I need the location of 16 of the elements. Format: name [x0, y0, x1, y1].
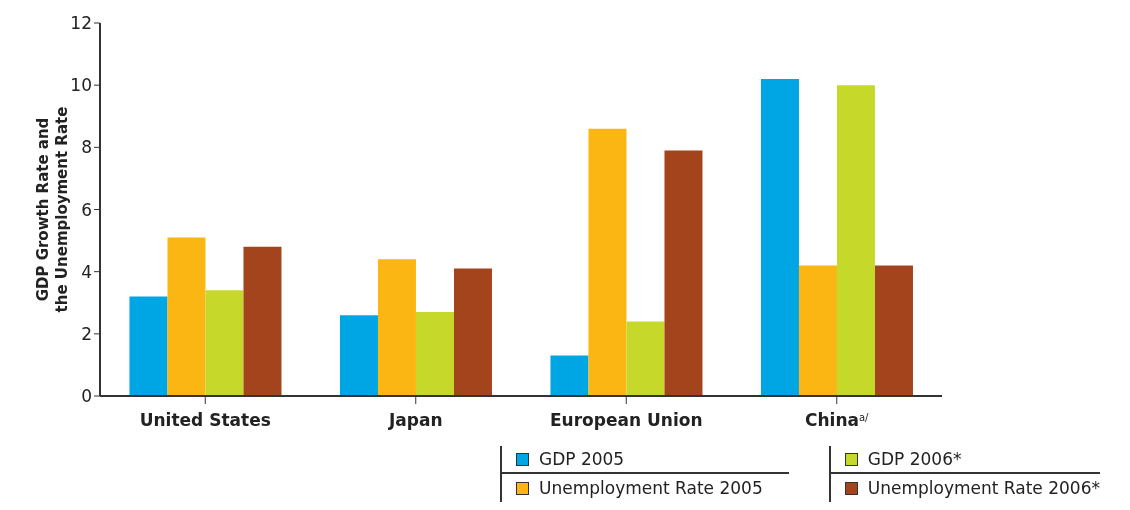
legend-label: Unemployment Rate 2006* — [867, 478, 1100, 498]
y-tick-label: 6 — [81, 199, 92, 220]
legend-label: GDP 2006* — [867, 449, 962, 469]
x-tick-label: China$^{a/}$ — [805, 410, 870, 430]
y-tick-label: 0 — [81, 386, 92, 407]
x-tick-label: Japan — [387, 410, 443, 430]
y-tick-label: 4 — [81, 261, 92, 282]
x-tick-label: United States — [139, 410, 271, 430]
x-tick-label: European Union — [550, 410, 703, 430]
y-tick-label: 12 — [70, 13, 92, 34]
legend-label: Unemployment Rate 2005 — [539, 478, 763, 498]
y-tick-label: 8 — [81, 137, 92, 158]
y-axis-title: GDP Growth Rate and the Unemployment Rate — [34, 106, 71, 313]
y-tick-label: 10 — [70, 75, 92, 96]
y-tick-label: 2 — [81, 323, 92, 344]
legend-label: GDP 2005 — [539, 449, 625, 469]
